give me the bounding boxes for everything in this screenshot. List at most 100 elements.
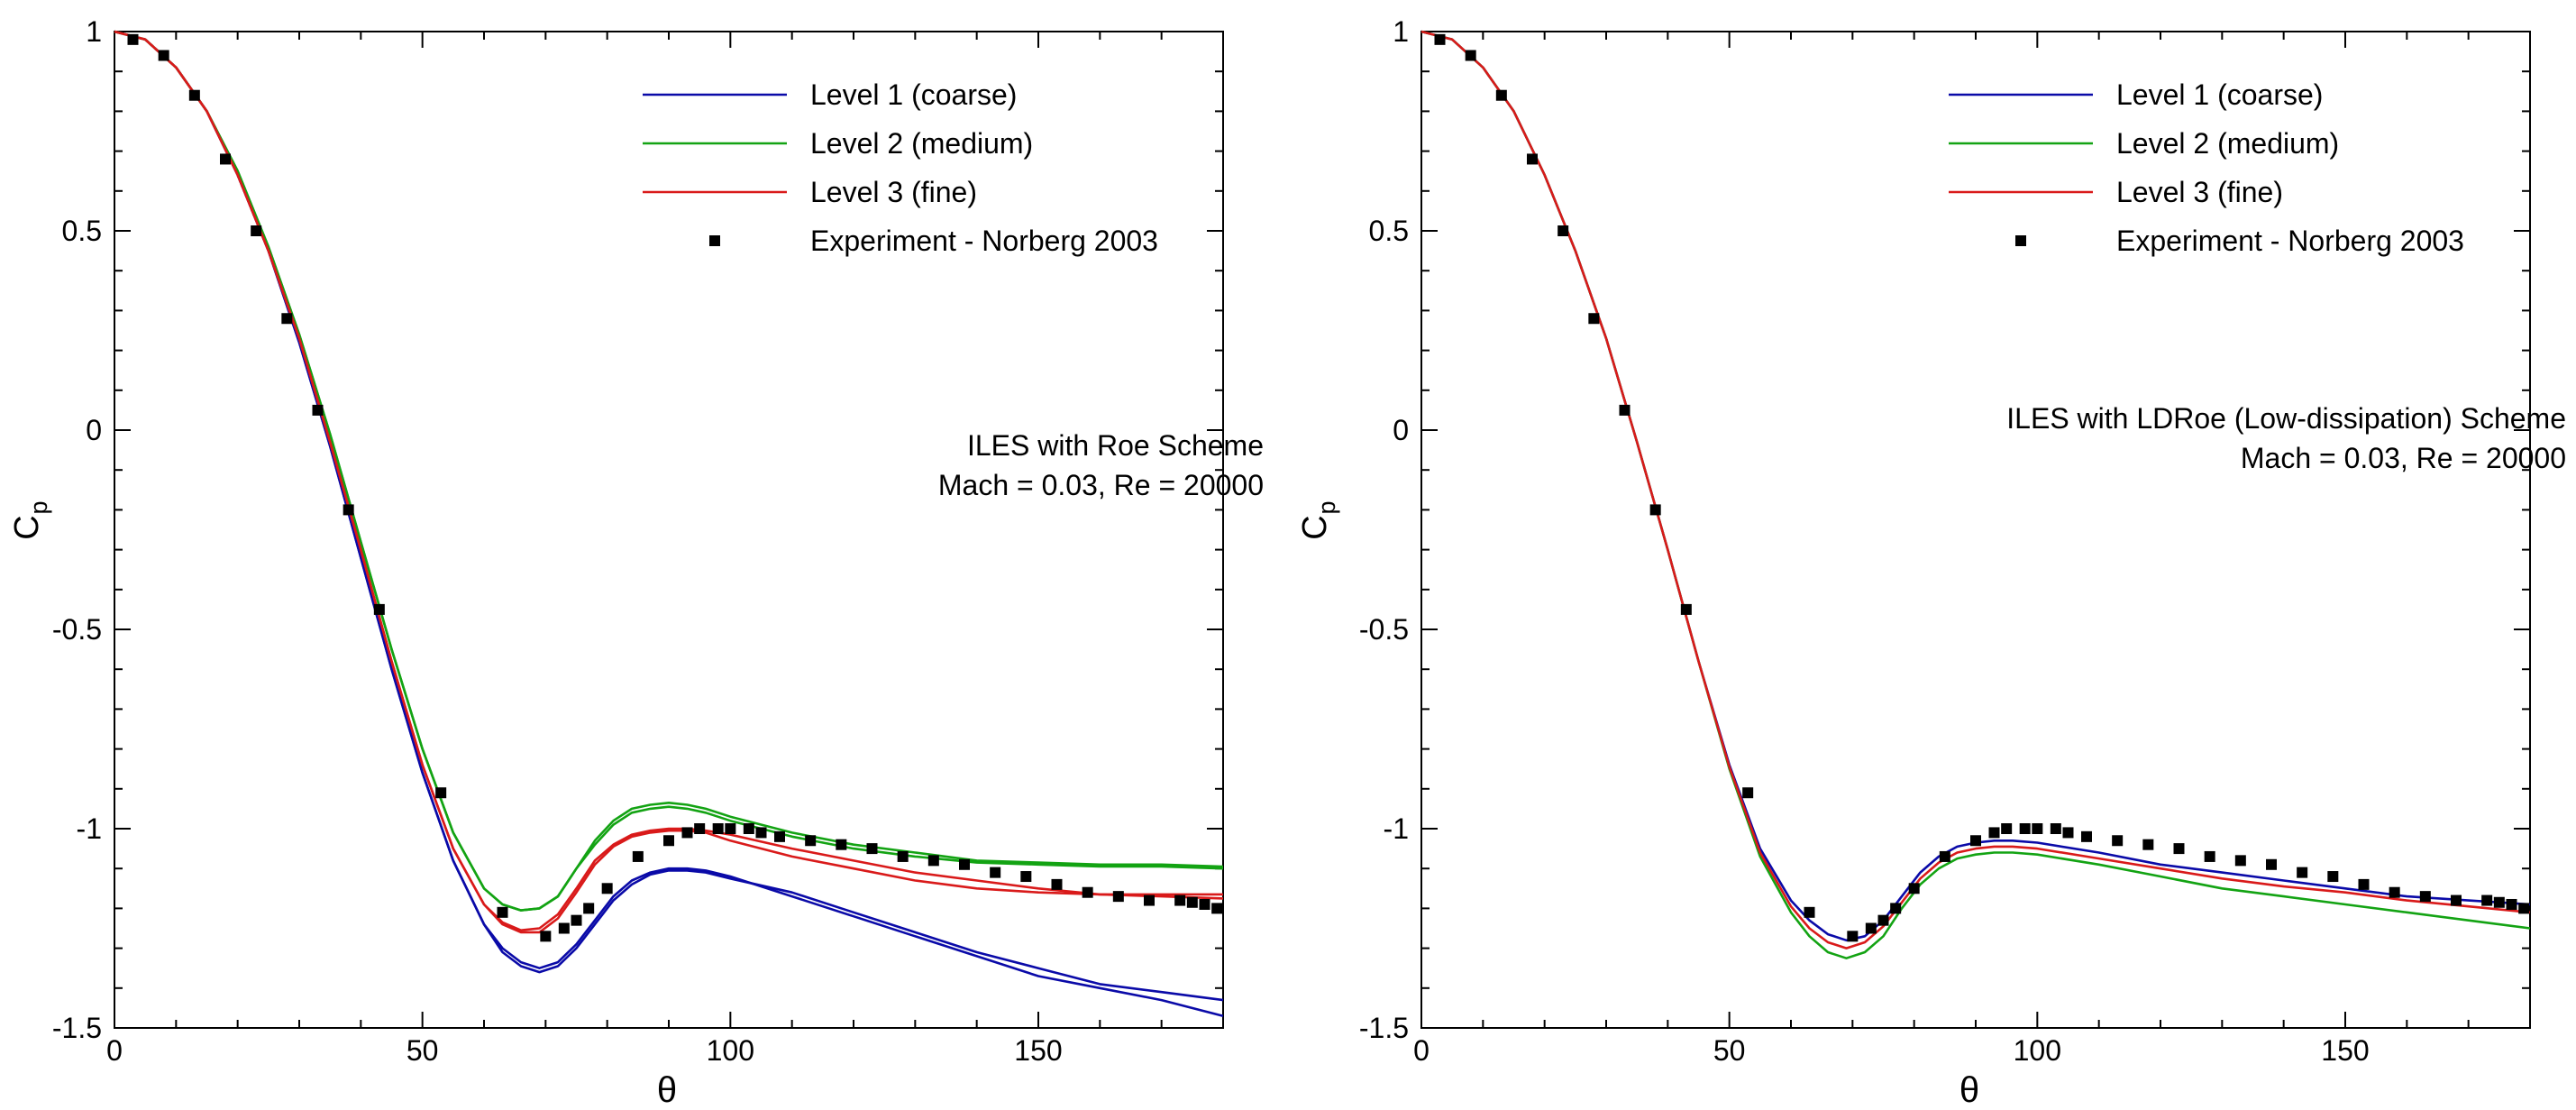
data-point [1742, 787, 1754, 799]
y-tick-label: -0.5 [1359, 613, 1409, 646]
x-tick-label: 150 [1014, 1034, 1062, 1067]
data-point [435, 787, 447, 799]
data-point [1588, 313, 1600, 325]
data-point [312, 404, 324, 416]
y-axis-label: C p [1296, 500, 1340, 539]
data-point [2173, 843, 2185, 855]
data-point [2204, 850, 2215, 862]
data-point [558, 922, 570, 934]
data-point [2081, 830, 2092, 842]
data-point [2142, 839, 2154, 850]
data-point [2297, 867, 2308, 878]
data-point [1649, 504, 1661, 516]
data-point [2001, 823, 2013, 834]
data-point [2050, 823, 2061, 834]
data-point [1434, 33, 1446, 45]
data-point [2493, 896, 2505, 908]
data-point [281, 313, 293, 325]
data-point [1970, 835, 1981, 847]
legend-label: Level 1 (coarse) [2116, 78, 2323, 111]
series-line [114, 30, 1224, 1002]
data-point [2327, 871, 2339, 883]
data-point [540, 931, 552, 942]
annotation: ILES with LDRoe (Low-dissipation) Scheme… [2006, 402, 2566, 474]
legend-swatch [2015, 235, 2026, 246]
data-point [805, 835, 817, 847]
data-point [990, 867, 1001, 878]
annotation: ILES with Roe Scheme Mach = 0.03, Re = 2… [938, 429, 1264, 501]
data-point [2389, 886, 2400, 898]
data-point [601, 883, 613, 894]
series-line [114, 30, 1224, 1017]
data-point [127, 33, 139, 45]
chart-roe-scheme: 0 50 100 150 -1.5 -1 -0.5 0 0.5 1 C p θ ILES with… [8, 15, 1264, 1110]
x-axis-label: θ [1959, 1070, 1979, 1110]
y-axis-label-subscript: p [25, 500, 52, 514]
plot-frame [1420, 31, 2531, 1029]
data-point [1186, 896, 1198, 908]
x-tick-label: 50 [1713, 1034, 1746, 1067]
data-point [927, 855, 939, 867]
data-point [1112, 891, 1124, 903]
y-axis-label-main: C [1296, 515, 1334, 539]
data-point [2019, 823, 2031, 834]
y-tick-label: -1.5 [1359, 1012, 1409, 1044]
data-point [712, 823, 724, 834]
data-point [1495, 89, 1507, 101]
data-point [1865, 922, 1877, 934]
data-point [755, 827, 767, 839]
data-point [220, 153, 231, 165]
x-tick-label: 0 [106, 1034, 123, 1067]
y-tick-label: -1 [1384, 812, 1409, 845]
data-point [1877, 914, 1889, 926]
data-point [1557, 225, 1569, 236]
data-point [1082, 886, 1093, 898]
data-point [2112, 835, 2124, 847]
legend-label: Level 3 (fine) [2116, 176, 2283, 208]
y-tick-label: 0.5 [62, 215, 102, 247]
y-axis-label: C p [8, 500, 52, 539]
y-tick-label: 0.5 [1369, 215, 1409, 247]
data-point [1619, 404, 1631, 416]
data-point [2266, 858, 2277, 870]
data-point [1211, 903, 1223, 914]
y-axis-label-subscript: p [1313, 500, 1340, 514]
data-point [1890, 903, 1902, 914]
y-tick-label: -0.5 [52, 613, 102, 646]
x-axis-label: θ [657, 1070, 677, 1110]
data-point [1020, 871, 1032, 883]
data-point [1988, 827, 2000, 839]
series-line [1420, 30, 2531, 959]
y-tick-label: 0 [86, 414, 102, 446]
data-point [251, 225, 262, 236]
y-tick-label: 0 [1393, 414, 1409, 446]
legend-swatch [709, 235, 720, 246]
data-point [663, 835, 674, 847]
x-tick-label: 100 [707, 1034, 754, 1067]
y-axis-label-main: C [8, 515, 46, 539]
series-line [1420, 30, 2531, 949]
chart-ldroe-scheme: 0 50 100 150 -1.5 -1 -0.5 0 0.5 1 C p θ ILES with… [1296, 15, 2566, 1110]
data-point [373, 603, 385, 615]
data-point [725, 823, 736, 834]
data-point [959, 858, 970, 870]
data-point [343, 504, 354, 516]
data-point [158, 50, 169, 61]
data-point [188, 89, 200, 101]
data-point [1680, 603, 1692, 615]
data-point [2032, 823, 2043, 834]
data-point [1908, 883, 1920, 894]
legend-label: Experiment - Norberg 2003 [2116, 225, 2464, 257]
data-point [1527, 153, 1538, 165]
data-point [743, 823, 754, 834]
data-point [2358, 878, 2370, 890]
plot-area: 0 50 100 150 -1.5 -1 -0.5 0 0.5 1 [1359, 15, 2531, 1067]
x-tick-label: 50 [406, 1034, 439, 1067]
y-tick-label: 1 [86, 15, 102, 48]
legend-label: Level 3 (fine) [810, 176, 977, 208]
data-point [1804, 906, 1815, 918]
data-point [1199, 898, 1210, 910]
series-line [114, 30, 1224, 912]
data-point [1847, 931, 1859, 942]
data-point [632, 850, 644, 862]
